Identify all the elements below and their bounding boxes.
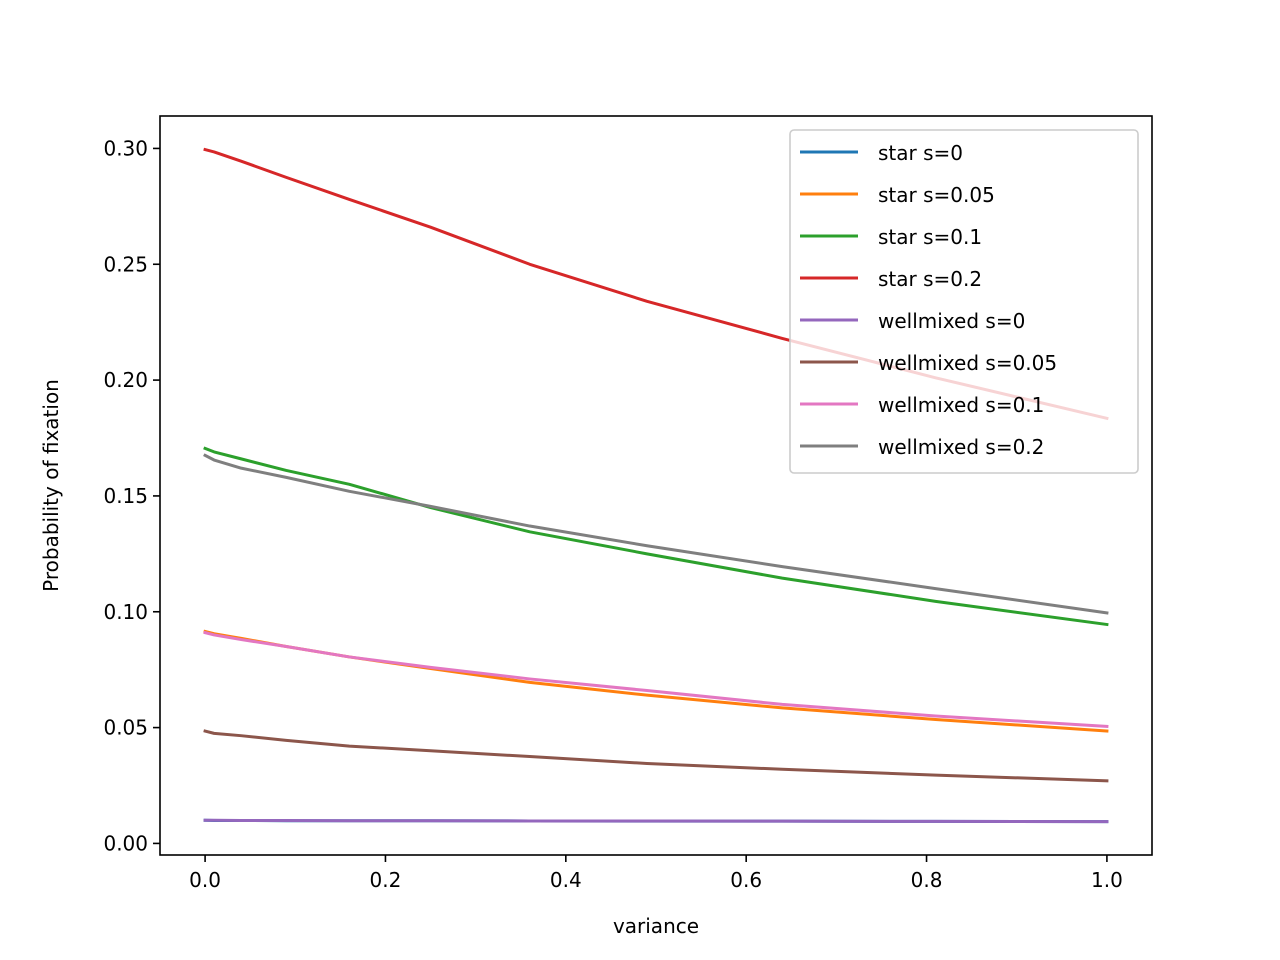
legend-box <box>789 129 1139 474</box>
legend-label-6: wellmixed s=0.1 <box>878 393 1044 417</box>
y-tick-label: 0.20 <box>103 368 148 392</box>
y-tick-label: 0.25 <box>103 252 148 276</box>
x-tick-label: 0.2 <box>370 868 402 892</box>
x-tick-label: 0.6 <box>730 868 762 892</box>
y-tick-label: 0.00 <box>103 831 148 855</box>
series-line-7 <box>203 453 1109 615</box>
x-tick-label: 1.0 <box>1091 868 1123 892</box>
plot-frame <box>159 115 1153 856</box>
series-line-6 <box>203 630 1109 729</box>
y-axis-label: Probability of fixation <box>39 379 63 592</box>
y-tick-label: 0.30 <box>103 136 148 160</box>
x-tick-label: 0.4 <box>550 868 582 892</box>
legend-label-0: star s=0 <box>878 141 963 165</box>
plot-area <box>159 115 1153 856</box>
x-tick-label: 0.8 <box>911 868 943 892</box>
legend-label-7: wellmixed s=0.2 <box>878 435 1044 459</box>
x-axis-label: variance <box>613 914 699 938</box>
series-line-4 <box>203 818 1109 824</box>
legend-label-1: star s=0.05 <box>878 183 995 207</box>
legend-label-5: wellmixed s=0.05 <box>878 351 1057 375</box>
y-tick-label: 0.15 <box>103 484 148 508</box>
legend-label-4: wellmixed s=0 <box>878 309 1025 333</box>
legend-label-3: star s=0.2 <box>878 267 982 291</box>
y-axis: 0.00 0.05 0.10 0.15 0.20 0.25 0.30 <box>103 136 160 855</box>
legend: star s=0 star s=0.05 star s=0.1 star s=0.2 w… <box>789 129 1139 474</box>
x-tick-label: 0.0 <box>189 868 221 892</box>
series-line-5 <box>203 729 1109 783</box>
legend-label-2: star s=0.1 <box>878 225 982 249</box>
y-tick-label: 0.10 <box>103 600 148 624</box>
x-axis: 0.0 0.2 0.4 0.6 0.8 1.0 <box>189 855 1123 892</box>
y-tick-label: 0.05 <box>103 716 148 740</box>
